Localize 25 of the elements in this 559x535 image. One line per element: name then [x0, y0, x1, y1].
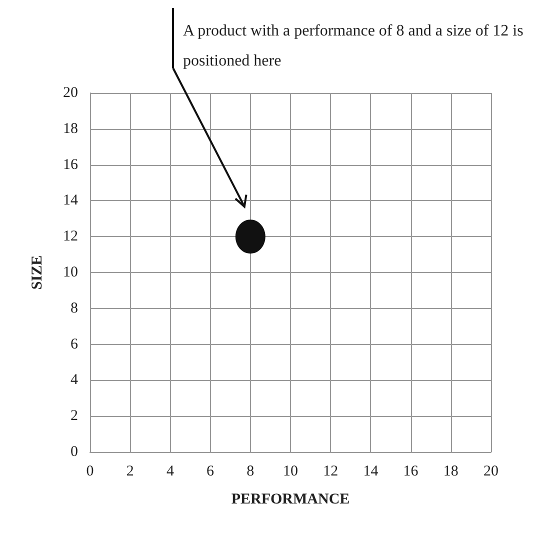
- x-tick-label: 18: [443, 464, 458, 480]
- y-tick-label: 14: [63, 192, 78, 209]
- x-tick-label: 2: [126, 464, 134, 480]
- x-tick-label: 10: [283, 464, 298, 480]
- y-tick-label: 10: [63, 264, 78, 280]
- x-tick-label: 20: [484, 464, 498, 480]
- y-tick-label: 12: [63, 228, 78, 245]
- x-tick-label: 14: [363, 464, 379, 480]
- x-axis-title: PERFORMANCE: [231, 492, 350, 508]
- y-tick-label: 18: [63, 120, 78, 137]
- x-tick-label: 16: [403, 464, 419, 480]
- y-tick-label: 6: [70, 336, 78, 352]
- y-tick-label: 8: [70, 300, 78, 316]
- y-tick-label: 0: [70, 444, 78, 460]
- x-tick-label: 8: [246, 464, 254, 480]
- x-tick-label: 12: [323, 464, 338, 480]
- y-tick-label: 4: [70, 372, 78, 388]
- y-tick-label: 2: [70, 408, 78, 424]
- y-tick-label: 16: [63, 156, 78, 173]
- x-tick-label: 4: [166, 464, 174, 480]
- x-tick-label: 0: [86, 464, 94, 480]
- y-axis-title: SIZE: [30, 255, 46, 290]
- x-tick-label: 6: [206, 464, 215, 480]
- text: A product with a performance of 8 and a size of 12 is positioned here: [183, 22, 528, 70]
- y-tick-label: 20: [63, 85, 78, 101]
